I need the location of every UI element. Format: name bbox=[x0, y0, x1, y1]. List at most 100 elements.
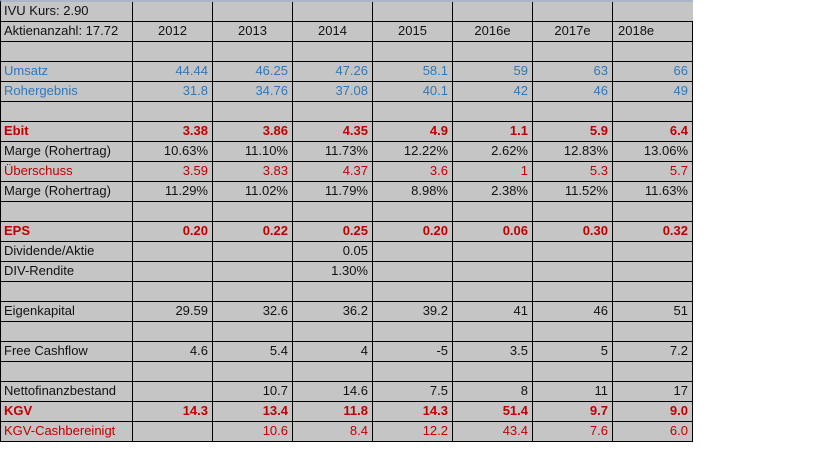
value-cell[interactable]: 11.63% bbox=[613, 182, 693, 202]
value-cell[interactable] bbox=[373, 102, 453, 122]
value-cell[interactable] bbox=[213, 202, 293, 222]
value-cell[interactable]: 11.02% bbox=[213, 182, 293, 202]
value-cell[interactable]: 46.25 bbox=[213, 62, 293, 82]
row-label-cell[interactable]: Nettofinanzbestand bbox=[1, 382, 133, 402]
value-cell[interactable]: 5.3 bbox=[533, 162, 613, 182]
value-cell[interactable]: 13.4 bbox=[213, 402, 293, 422]
value-cell[interactable]: 11.29% bbox=[133, 182, 213, 202]
value-cell[interactable]: 12.83% bbox=[533, 142, 613, 162]
value-cell[interactable] bbox=[533, 42, 613, 62]
value-cell[interactable] bbox=[293, 2, 373, 22]
value-cell[interactable] bbox=[293, 42, 373, 62]
value-cell[interactable]: 11.73% bbox=[293, 142, 373, 162]
row-label-cell[interactable]: Aktienanzahl: 17.72 bbox=[1, 22, 133, 42]
value-cell[interactable]: 17 bbox=[613, 382, 693, 402]
row-label-cell[interactable]: Rohergebnis bbox=[1, 82, 133, 102]
year-header-cell[interactable]: 2013 bbox=[213, 22, 293, 42]
year-header-cell[interactable]: 2017e bbox=[533, 22, 613, 42]
value-cell[interactable] bbox=[293, 102, 373, 122]
value-cell[interactable]: 43.4 bbox=[453, 422, 533, 442]
value-cell[interactable]: 0.32 bbox=[613, 222, 693, 242]
value-cell[interactable]: 4.35 bbox=[293, 122, 373, 142]
value-cell[interactable]: 0.06 bbox=[453, 222, 533, 242]
value-cell[interactable] bbox=[613, 262, 693, 282]
value-cell[interactable]: 12.2 bbox=[373, 422, 453, 442]
value-cell[interactable]: 14.3 bbox=[373, 402, 453, 422]
row-label-cell[interactable]: KGV-Cashbereinigt bbox=[1, 422, 133, 442]
value-cell[interactable] bbox=[213, 262, 293, 282]
value-cell[interactable]: 51.4 bbox=[453, 402, 533, 422]
row-label-cell[interactable] bbox=[1, 202, 133, 222]
value-cell[interactable]: 0.30 bbox=[533, 222, 613, 242]
value-cell[interactable] bbox=[133, 202, 213, 222]
value-cell[interactable]: 5.7 bbox=[613, 162, 693, 182]
value-cell[interactable] bbox=[533, 262, 613, 282]
value-cell[interactable]: 9.0 bbox=[613, 402, 693, 422]
value-cell[interactable]: 3.5 bbox=[453, 342, 533, 362]
value-cell[interactable] bbox=[613, 242, 693, 262]
value-cell[interactable] bbox=[533, 282, 613, 302]
value-cell[interactable] bbox=[613, 102, 693, 122]
value-cell[interactable]: 7.2 bbox=[613, 342, 693, 362]
value-cell[interactable]: 7.6 bbox=[533, 422, 613, 442]
value-cell[interactable]: 0.20 bbox=[133, 222, 213, 242]
value-cell[interactable]: 42 bbox=[453, 82, 533, 102]
value-cell[interactable]: 36.2 bbox=[293, 302, 373, 322]
row-label-cell[interactable]: Marge (Rohertrag) bbox=[1, 182, 133, 202]
value-cell[interactable]: 14.3 bbox=[133, 402, 213, 422]
value-cell[interactable]: 5.4 bbox=[213, 342, 293, 362]
value-cell[interactable]: 6.4 bbox=[613, 122, 693, 142]
value-cell[interactable]: 4 bbox=[293, 342, 373, 362]
row-label-cell[interactable]: Dividende/Aktie bbox=[1, 242, 133, 262]
row-label-cell[interactable]: Free Cashflow bbox=[1, 342, 133, 362]
value-cell[interactable]: 58.1 bbox=[373, 62, 453, 82]
value-cell[interactable]: 14.6 bbox=[293, 382, 373, 402]
value-cell[interactable]: 1.1 bbox=[453, 122, 533, 142]
value-cell[interactable]: 29.59 bbox=[133, 302, 213, 322]
value-cell[interactable] bbox=[133, 42, 213, 62]
year-header-cell[interactable]: 2014 bbox=[293, 22, 373, 42]
value-cell[interactable]: 3.59 bbox=[133, 162, 213, 182]
value-cell[interactable]: 11 bbox=[533, 382, 613, 402]
value-cell[interactable] bbox=[373, 202, 453, 222]
row-label-cell[interactable]: Ebit bbox=[1, 122, 133, 142]
value-cell[interactable] bbox=[293, 202, 373, 222]
row-label-cell[interactable]: Überschuss bbox=[1, 162, 133, 182]
value-cell[interactable]: 32.6 bbox=[213, 302, 293, 322]
value-cell[interactable] bbox=[213, 2, 293, 22]
value-cell[interactable] bbox=[213, 282, 293, 302]
value-cell[interactable]: 0.25 bbox=[293, 222, 373, 242]
value-cell[interactable]: 1.30% bbox=[293, 262, 373, 282]
value-cell[interactable] bbox=[133, 102, 213, 122]
value-cell[interactable] bbox=[293, 282, 373, 302]
value-cell[interactable]: 66 bbox=[613, 62, 693, 82]
value-cell[interactable]: -5 bbox=[373, 342, 453, 362]
value-cell[interactable] bbox=[373, 242, 453, 262]
value-cell[interactable] bbox=[613, 362, 693, 382]
value-cell[interactable]: 8 bbox=[453, 382, 533, 402]
value-cell[interactable]: 63 bbox=[533, 62, 613, 82]
value-cell[interactable]: 37.08 bbox=[293, 82, 373, 102]
value-cell[interactable]: 11.10% bbox=[213, 142, 293, 162]
row-label-cell[interactable] bbox=[1, 322, 133, 342]
value-cell[interactable]: 0.05 bbox=[293, 242, 373, 262]
value-cell[interactable]: 11.79% bbox=[293, 182, 373, 202]
value-cell[interactable] bbox=[453, 262, 533, 282]
value-cell[interactable]: 7.5 bbox=[373, 382, 453, 402]
value-cell[interactable]: 0.20 bbox=[373, 222, 453, 242]
value-cell[interactable] bbox=[213, 102, 293, 122]
value-cell[interactable]: 8.98% bbox=[373, 182, 453, 202]
value-cell[interactable]: 4.37 bbox=[293, 162, 373, 182]
row-label-cell[interactable] bbox=[1, 282, 133, 302]
year-header-cell[interactable]: 2018e bbox=[613, 22, 693, 42]
value-cell[interactable]: 13.06% bbox=[613, 142, 693, 162]
value-cell[interactable] bbox=[133, 382, 213, 402]
value-cell[interactable]: 8.4 bbox=[293, 422, 373, 442]
value-cell[interactable]: 40.1 bbox=[373, 82, 453, 102]
year-header-cell[interactable]: 2016e bbox=[453, 22, 533, 42]
value-cell[interactable]: 59 bbox=[453, 62, 533, 82]
value-cell[interactable] bbox=[373, 322, 453, 342]
row-label-cell[interactable]: EPS bbox=[1, 222, 133, 242]
value-cell[interactable] bbox=[453, 102, 533, 122]
row-label-cell[interactable]: IVU Kurs: 2.90 bbox=[1, 2, 133, 22]
